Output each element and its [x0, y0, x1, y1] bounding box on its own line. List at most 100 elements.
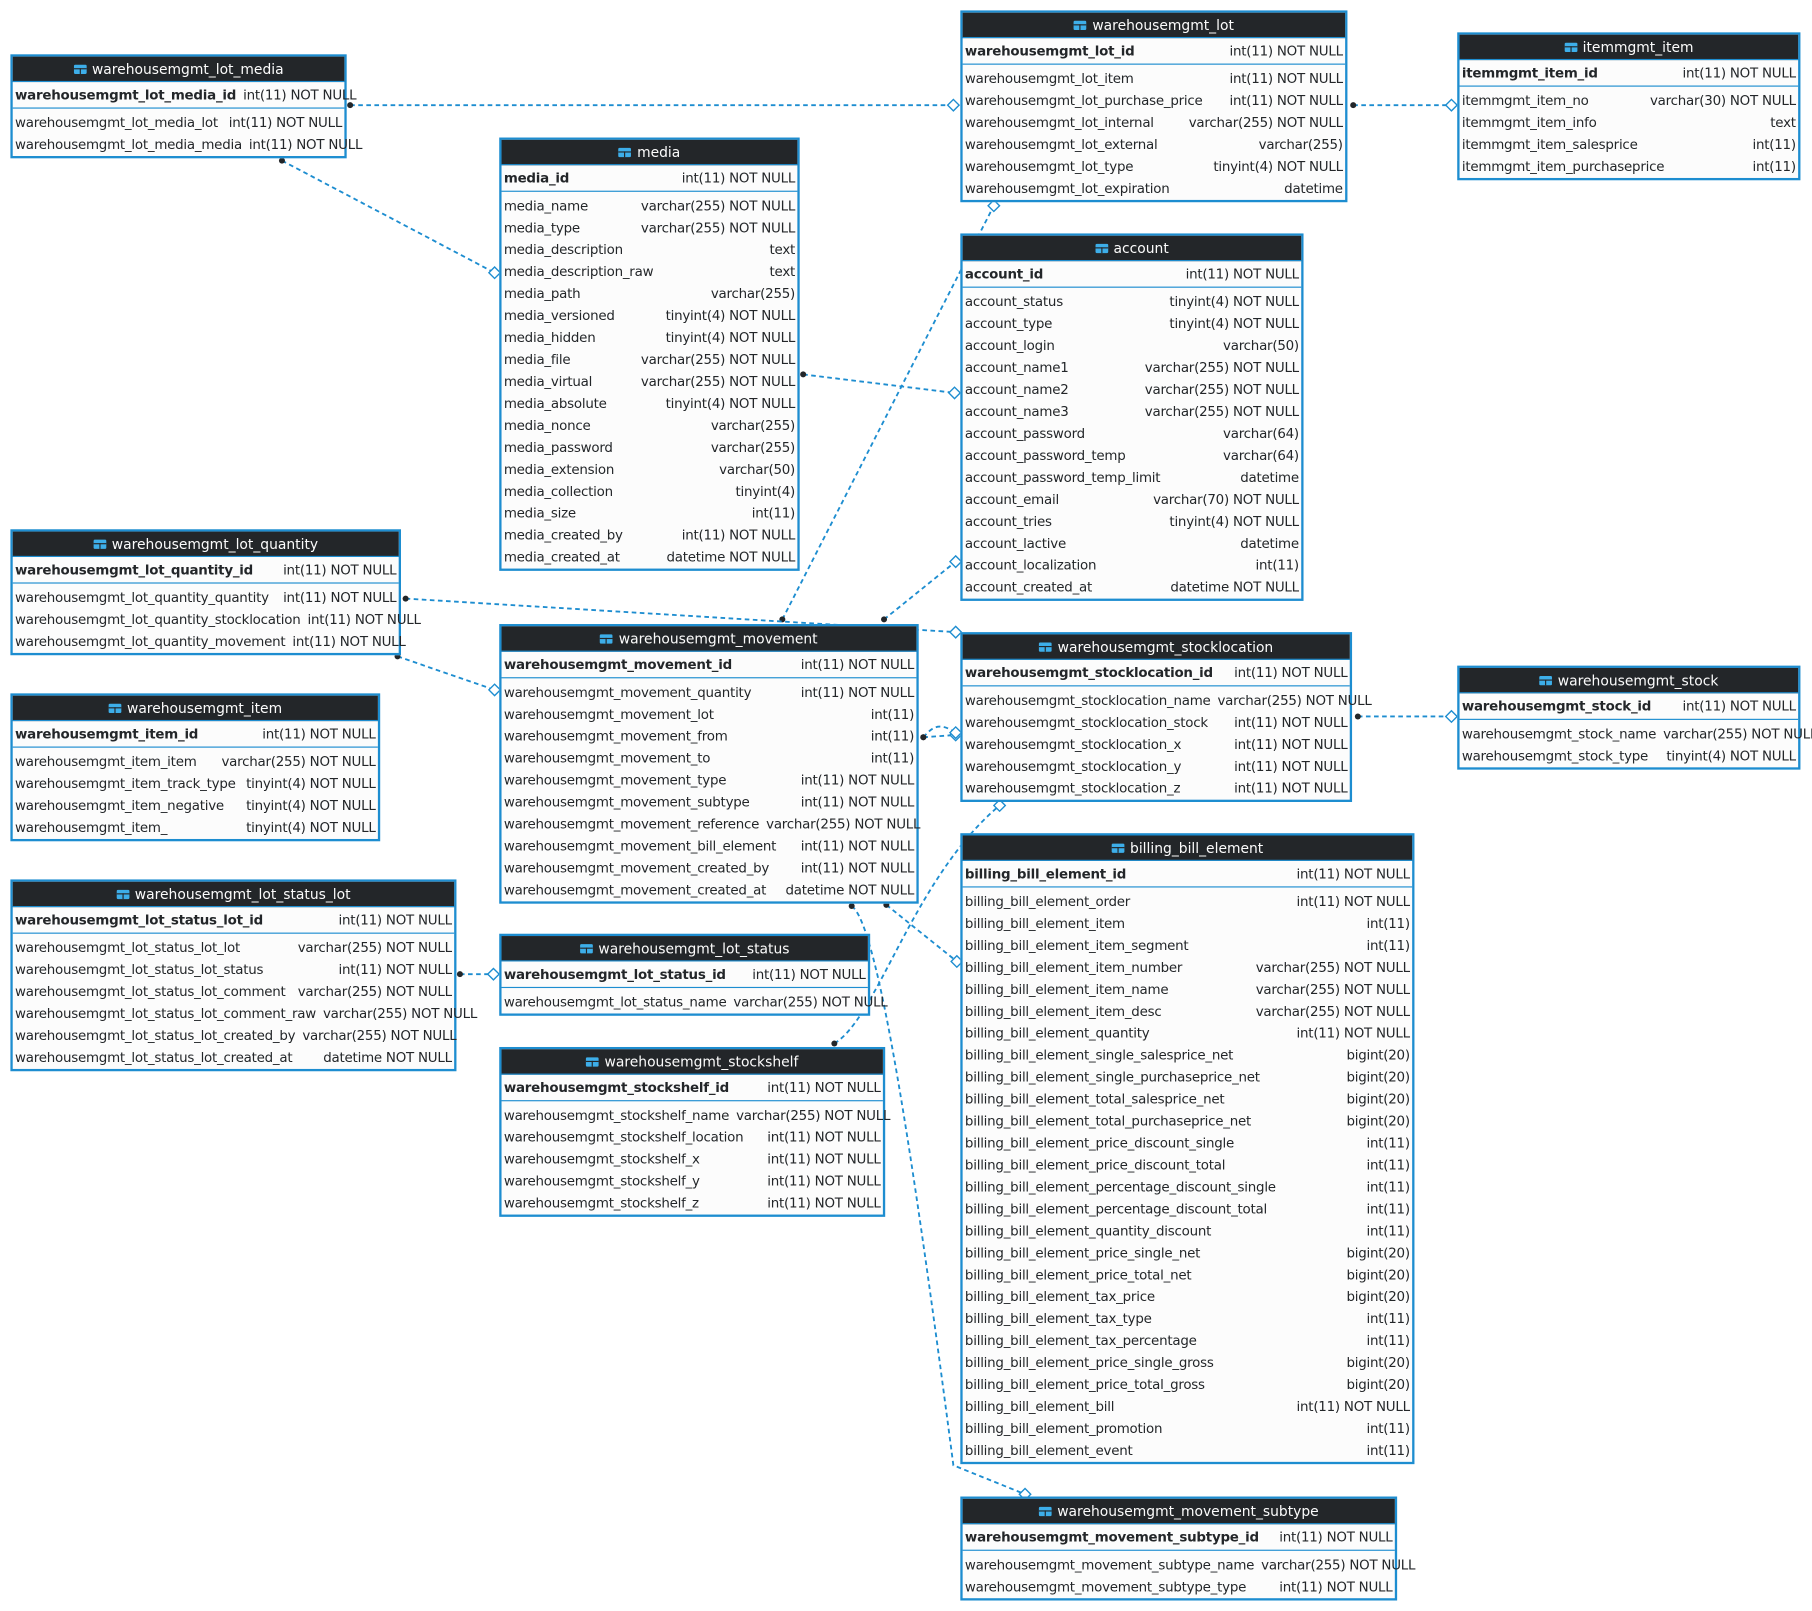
column-row[interactable]: warehousemgmt_stocklocation_y int(11) NOT… — [963, 755, 1350, 777]
column-row[interactable]: billing_bill_element_total_purchaseprice… — [963, 1109, 1413, 1131]
column-row[interactable]: warehousemgmt_item_item varchar(255) NOT … — [13, 750, 378, 772]
relation-link[interactable] — [800, 371, 962, 400]
column-row[interactable]: warehousemgmt_lot_internal varchar(255) N… — [963, 111, 1346, 133]
column-row[interactable]: warehousemgmt_movement_lot int(11) — [502, 703, 917, 725]
primary-key-row[interactable]: billing_bill_element_id int(11) NOT NULL — [962, 861, 1413, 888]
table-warehousemgmt-movement-subtype[interactable]: warehousemgmt_movement_subtype warehousem… — [960, 1496, 1415, 1601]
table-warehousemgmt-stock[interactable]: warehousemgmt_stock warehousemgmt_stock_i… — [1457, 665, 1812, 770]
primary-key-row[interactable]: media_id int(11) NOT NULL — [501, 165, 798, 192]
column-row[interactable]: warehousemgmt_lot_external varchar(255) — [963, 133, 1346, 155]
table-itemmgmt-item[interactable]: itemmgmt_item itemmgmt_item_id int(11) NOT… — [1457, 32, 1801, 181]
column-row[interactable]: warehousemgmt_stocklocation_stock int(11)… — [963, 711, 1350, 733]
column-row[interactable]: billing_bill_element_tax_type int(11) — [963, 1307, 1413, 1329]
relation-link[interactable] — [881, 554, 963, 623]
primary-key-row[interactable]: warehousemgmt_stocklocation_id int(11) NO… — [962, 660, 1350, 687]
column-row[interactable]: media_password varchar(255) — [502, 436, 798, 458]
table-header[interactable]: warehousemgmt_lot — [962, 12, 1346, 39]
column-row[interactable]: billing_bill_element_item_desc varchar(25… — [963, 1000, 1413, 1022]
column-row[interactable]: media_versioned tinyint(4) NOT NULL — [502, 304, 798, 326]
column-row[interactable]: warehousemgmt_movement_created_by int(11)… — [502, 856, 917, 878]
column-row[interactable]: account_email varchar(70) NOT NULL — [963, 488, 1302, 510]
column-row[interactable]: itemmgmt_item_salesprice int(11) — [1460, 133, 1799, 155]
column-row[interactable]: billing_bill_element_tax_price bigint(20) — [963, 1285, 1413, 1307]
column-row[interactable]: account_password_temp varchar(64) — [963, 444, 1302, 466]
column-row[interactable]: billing_bill_element_promotion int(11) — [963, 1417, 1413, 1439]
column-row[interactable]: billing_bill_element_price_discount_tota… — [963, 1153, 1413, 1175]
primary-key-row[interactable]: warehousemgmt_lot_status_id int(11) NOT N… — [501, 961, 868, 989]
column-row[interactable]: media_size int(11) — [502, 502, 798, 524]
column-row[interactable]: warehousemgmt_lot_item int(11) NOT NULL — [963, 67, 1346, 89]
table-header[interactable]: warehousemgmt_lot_media — [12, 56, 345, 83]
column-row[interactable]: billing_bill_element_tax_percentage int(1… — [963, 1329, 1413, 1351]
column-row[interactable]: billing_bill_element_quantity_discount in… — [963, 1219, 1413, 1241]
column-row[interactable]: media_created_at datetime NOT NULL — [502, 545, 798, 567]
column-row[interactable]: account_lactive datetime — [963, 532, 1302, 554]
primary-key-row[interactable]: warehousemgmt_stockshelf_id int(11) NOT N… — [501, 1075, 883, 1102]
primary-key-row[interactable]: warehousemgmt_lot_status_lot_id int(11) N… — [12, 907, 455, 934]
column-row[interactable]: media_nonce varchar(255) — [502, 414, 798, 436]
column-row[interactable]: media_path varchar(255) — [502, 282, 798, 304]
column-row[interactable]: warehousemgmt_item_track_type tinyint(4) … — [13, 772, 378, 794]
column-row[interactable]: media_type varchar(255) NOT NULL — [502, 216, 798, 238]
column-row[interactable]: warehousemgmt_lot_quantity_stocklocation… — [13, 608, 421, 630]
primary-key-row[interactable]: warehousemgmt_lot_media_id int(11) NOT NU… — [12, 82, 357, 109]
column-row[interactable]: warehousemgmt_stockshelf_name varchar(255… — [502, 1104, 891, 1126]
column-row[interactable]: media_absolute tinyint(4) NOT NULL — [502, 392, 798, 414]
table-warehousemgmt-lot-status-lot[interactable]: warehousemgmt_lot_status_lot warehousemgm… — [10, 879, 477, 1072]
table-warehousemgmt-lot[interactable]: warehousemgmt_lot warehousemgmt_lot_id int… — [960, 10, 1348, 203]
column-row[interactable]: billing_bill_element_total_salesprice_ne… — [963, 1087, 1413, 1109]
column-row[interactable]: account_name1 varchar(255) NOT NULL — [963, 356, 1302, 378]
column-row[interactable]: warehousemgmt_movement_subtype_type int(1… — [963, 1575, 1395, 1597]
column-row[interactable]: media_description text — [502, 238, 798, 260]
column-row[interactable]: media_name varchar(255) NOT NULL — [502, 194, 798, 216]
column-row[interactable]: warehousemgmt_lot_quantity_quantity int(1… — [13, 586, 399, 608]
primary-key-row[interactable]: warehousemgmt_lot_quantity_id int(11) NOT… — [12, 557, 399, 584]
primary-key-row[interactable]: itemmgmt_item_id int(11) NOT NULL — [1459, 60, 1799, 87]
column-row[interactable]: warehousemgmt_stockshelf_z int(11) NOT NU… — [502, 1191, 883, 1213]
column-row[interactable]: media_created_by int(11) NOT NULL — [502, 523, 798, 545]
column-row[interactable]: account_status tinyint(4) NOT NULL — [963, 290, 1302, 312]
column-row[interactable]: warehousemgmt_movement_bill_element int(1… — [502, 834, 917, 856]
table-header[interactable]: warehousemgmt_movement — [501, 626, 917, 652]
primary-key-row[interactable]: account_id int(11) NOT NULL — [962, 261, 1302, 288]
column-row[interactable]: warehousemgmt_lot_media_media int(11) NOT… — [13, 133, 362, 155]
column-row[interactable]: account_name3 varchar(255) NOT NULL — [963, 400, 1302, 422]
column-row[interactable]: billing_bill_element_event int(11) — [963, 1439, 1413, 1461]
table-header[interactable]: warehousemgmt_lot_status — [501, 936, 868, 962]
column-row[interactable]: warehousemgmt_lot_media_lot int(11) NOT N… — [13, 111, 345, 133]
primary-key-row[interactable]: warehousemgmt_movement_subtype_id int(11)… — [962, 1524, 1395, 1551]
column-row[interactable]: warehousemgmt_movement_to int(11) — [502, 747, 917, 769]
primary-key-row[interactable]: warehousemgmt_stock_id int(11) NOT NULL — [1459, 693, 1799, 720]
relation-link[interactable] — [779, 198, 1001, 623]
table-billing-bill-element[interactable]: billing_bill_element billing_bill_element… — [960, 833, 1415, 1465]
primary-key-row[interactable]: warehousemgmt_movement_id int(11) NOT NUL… — [501, 652, 917, 679]
relation-link[interactable] — [1350, 98, 1459, 112]
primary-key-row[interactable]: warehousemgmt_item_id int(11) NOT NULL — [12, 721, 378, 748]
column-row[interactable]: warehousemgmt_lot_type tinyint(4) NOT NUL… — [963, 155, 1346, 177]
column-row[interactable]: account_password varchar(64) — [963, 422, 1302, 444]
column-row[interactable]: billing_bill_element_single_salesprice_n… — [963, 1044, 1413, 1066]
column-row[interactable]: warehousemgmt_movement_created_at datetim… — [502, 878, 917, 900]
column-row[interactable]: warehousemgmt_item_negative tinyint(4) NO… — [13, 794, 378, 816]
column-row[interactable]: warehousemgmt_movement_from int(11) — [502, 725, 917, 747]
relation-link[interactable] — [1354, 709, 1459, 724]
column-row[interactable]: billing_bill_element_price_total_net bigi… — [963, 1263, 1413, 1285]
table-account[interactable]: account account_id int(11) NOT NULL account… — [960, 233, 1304, 601]
relation-link[interactable] — [456, 967, 501, 981]
column-row[interactable]: warehousemgmt_lot_purchase_price int(11) … — [963, 89, 1346, 111]
column-row[interactable]: warehousemgmt_lot_status_lot_created_at d… — [13, 1046, 454, 1068]
table-header[interactable]: warehousemgmt_stockshelf — [501, 1049, 883, 1075]
column-row[interactable]: warehousemgmt_stocklocation_x int(11) NOT… — [963, 733, 1350, 755]
table-warehousemgmt-lot-status[interactable]: warehousemgmt_lot_status warehousemgmt_lo… — [499, 933, 888, 1016]
column-row[interactable]: account_created_at datetime NOT NULL — [963, 575, 1302, 597]
column-row[interactable]: warehousemgmt_lot_expiration datetime — [963, 177, 1346, 199]
column-row[interactable]: media_file varchar(255) NOT NULL — [502, 348, 798, 370]
column-row[interactable]: billing_bill_element_item_segment int(11) — [963, 934, 1413, 956]
column-row[interactable]: warehousemgmt_movement_quantity int(11) N… — [502, 681, 917, 703]
column-row[interactable]: warehousemgmt_stockshelf_location int(11)… — [502, 1126, 883, 1148]
table-warehousemgmt-stockshelf[interactable]: warehousemgmt_stockshelf warehousemgmt_st… — [499, 1046, 891, 1217]
primary-key-row[interactable]: warehousemgmt_lot_id int(11) NOT NULL — [962, 38, 1346, 65]
column-row[interactable]: account_login varchar(50) — [963, 334, 1302, 356]
table-warehousemgmt-movement[interactable]: warehousemgmt_movement warehousemgmt_move… — [499, 624, 920, 904]
relation-link[interactable] — [831, 798, 1007, 1047]
